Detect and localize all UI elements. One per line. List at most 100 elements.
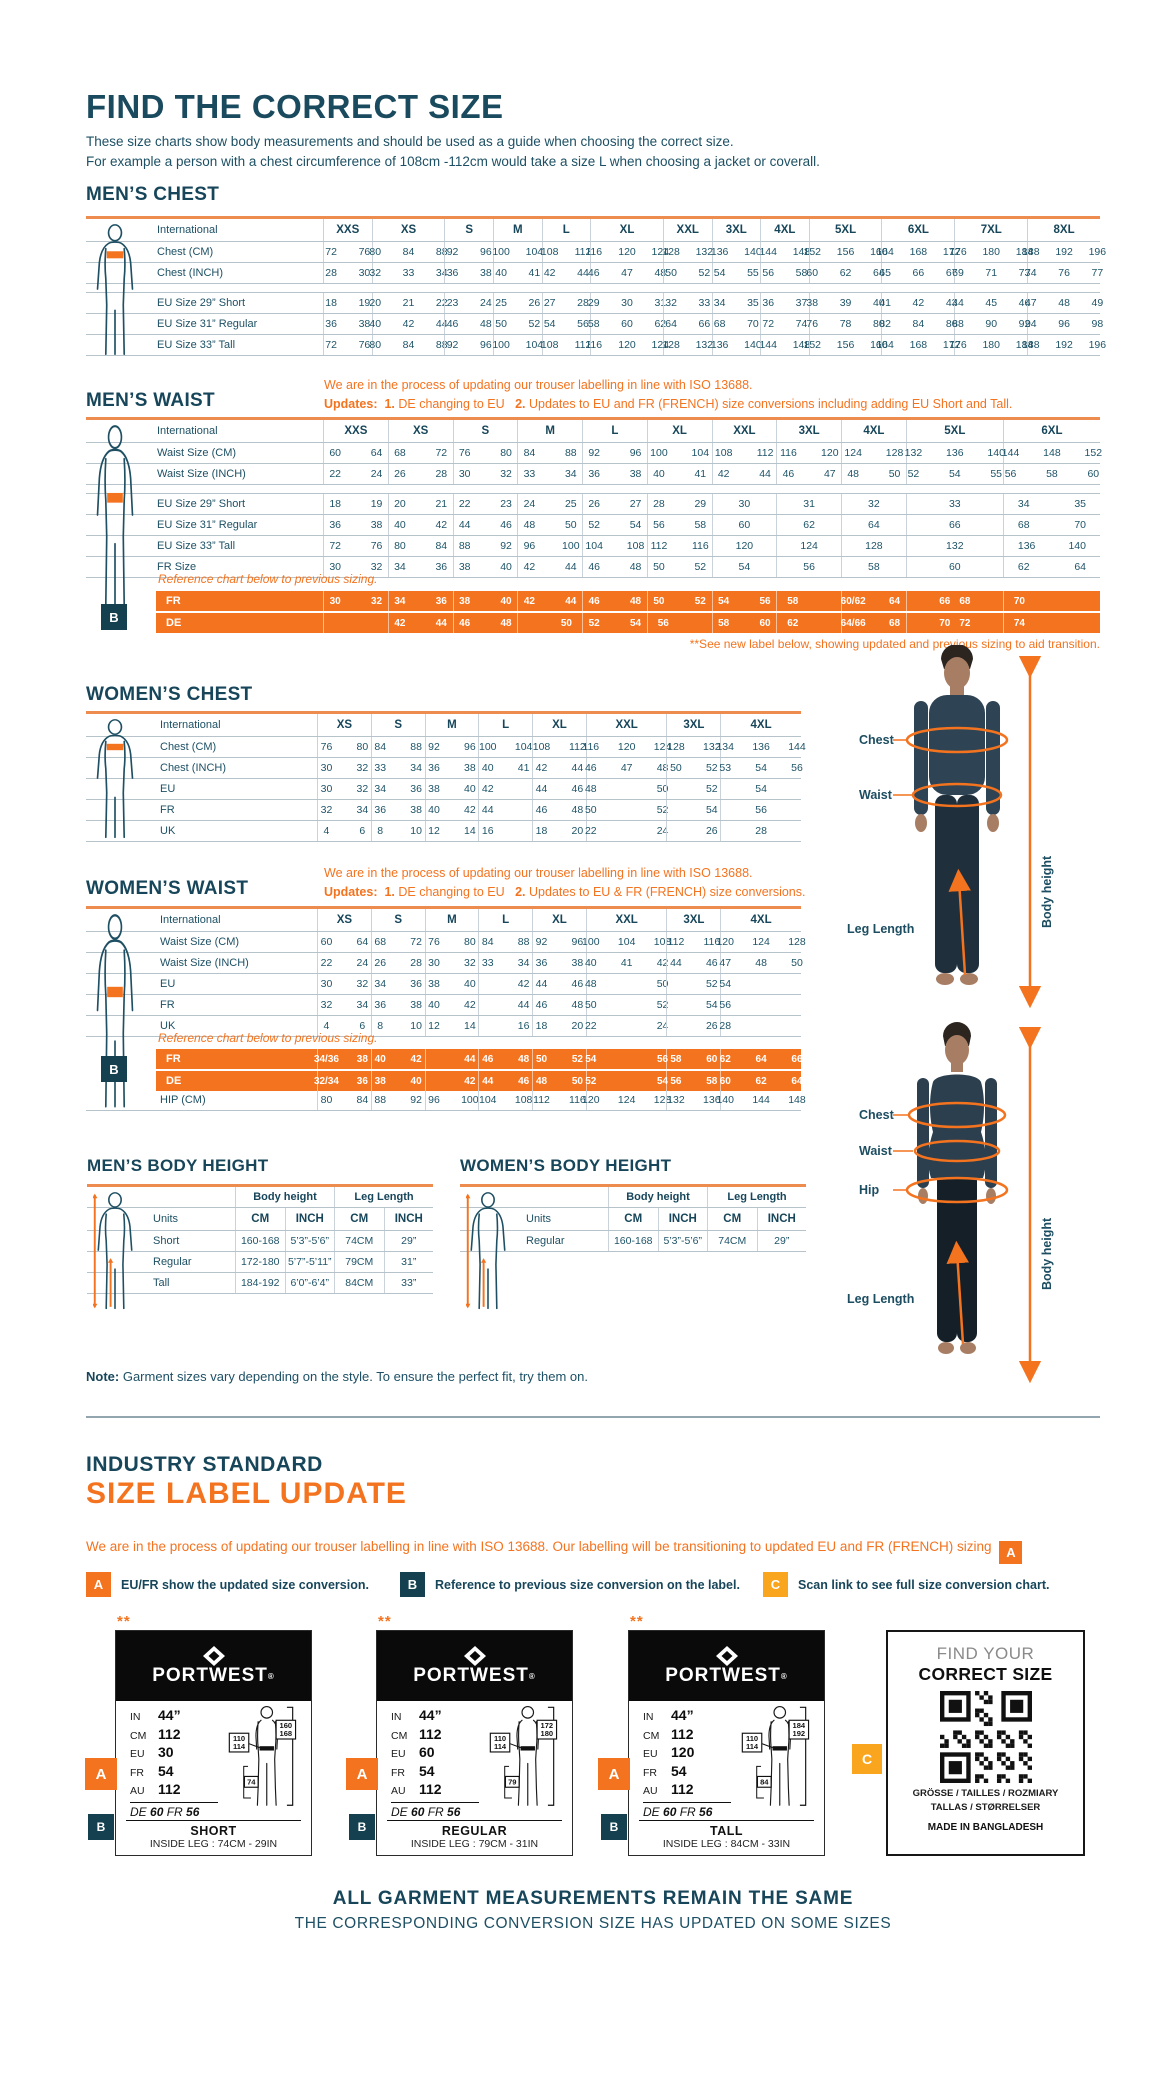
cell-value: 62	[803, 519, 815, 531]
cell-value: 34	[517, 957, 530, 969]
table-cell: 54 56	[585, 1049, 668, 1069]
cell-value: 62	[755, 1075, 767, 1087]
cell-value: 33	[402, 267, 415, 279]
cell-value: 66	[791, 1053, 803, 1065]
cell-value: 128	[865, 540, 883, 552]
cell-value: 23	[500, 498, 512, 510]
cell-value: 78	[839, 318, 852, 330]
table-cell: M	[517, 420, 582, 442]
table-cell: 60	[905, 557, 1003, 577]
cell-value: 33	[523, 468, 536, 480]
cell-value: 104	[525, 246, 544, 258]
table-cell: 176 180 184	[949, 242, 1033, 262]
cell-value: 5’7”-5’11”	[287, 1256, 332, 1268]
table-cell: 58 60 62	[588, 314, 666, 334]
table-cell: 70	[1002, 591, 1100, 611]
cell-value: 7XL	[980, 224, 1002, 236]
label-card-box: PORTWEST® IN 44” CM 112 EU 60 FR 54 AU 112 DE 60 FR…	[376, 1630, 573, 1856]
row-label: Waist Size (CM)	[160, 936, 240, 948]
cell-value: 50	[495, 318, 507, 330]
table-cell: 100 104	[492, 242, 543, 262]
cell-value: 120	[716, 936, 734, 948]
cell-value: 54	[718, 595, 730, 607]
cell-value: 112	[650, 540, 668, 552]
cell-value: 116	[780, 447, 797, 459]
table-cell: 38 40	[424, 974, 479, 994]
find-your-text: FIND YOUR	[936, 1644, 1035, 1663]
table-row: FR 34/36 38 40 42 44 46 48 50 52 54 56 58 60 62 64 66	[156, 1049, 803, 1071]
cell-value: 38	[428, 978, 440, 990]
table-cell: 30 32	[317, 779, 371, 799]
cell-value: 26	[528, 297, 541, 309]
cell-value: 100	[461, 1094, 479, 1106]
fit-name: TALL	[709, 1824, 743, 1838]
cell-value: 62	[787, 617, 799, 629]
cell-value: 100	[478, 741, 497, 753]
cell-value: 25	[564, 498, 577, 510]
row-label: Short	[153, 1235, 180, 1247]
table-cell: 36 38	[370, 995, 425, 1015]
table-cell: 3XL	[666, 714, 720, 736]
table-cell: 140 144 148	[716, 1090, 806, 1110]
cell-value: 26	[374, 957, 387, 969]
cell-value: 32	[500, 468, 512, 480]
cell-value: 30	[320, 978, 333, 990]
table-cell: 68 72	[370, 932, 425, 952]
cell-value: 20	[571, 825, 584, 837]
legend-item-c: C Scan link to see full size conversion …	[763, 1572, 1049, 1597]
row-label: Waist Size (INCH)	[157, 468, 246, 480]
table-cell: 34 36	[387, 591, 453, 611]
cell-value: 36	[428, 762, 440, 774]
size-measure-list: IN 44” CM 112 EU 120 FR 54 AU 112 DE 60 FR 56	[643, 1707, 731, 1819]
cell-value: 36	[435, 595, 447, 607]
table-cell: 26 27	[582, 494, 647, 514]
table-cell: 4XL	[760, 219, 809, 241]
cell-value: XXL	[615, 719, 638, 731]
cell-value: 64	[791, 1075, 803, 1087]
cell-value: 120	[618, 339, 636, 351]
cell-value: 48	[500, 617, 512, 629]
cell-value: 120	[618, 246, 636, 258]
cell-value: 38	[370, 519, 383, 531]
table-cell: CM	[707, 1208, 757, 1230]
female-leg-length-label: Leg Length	[847, 1292, 915, 1306]
cell-value: 30	[329, 595, 341, 607]
table-cell: 54 56	[541, 314, 591, 334]
cell-value: 84	[402, 339, 415, 351]
cell-value: 128	[662, 246, 680, 258]
table-cell: XL	[532, 714, 586, 736]
table-cell: 40 42	[424, 995, 479, 1015]
cell-value: 184	[1015, 339, 1034, 351]
table-cell: 27 28	[541, 293, 591, 313]
measure-row: IN 44”	[391, 1707, 442, 1723]
measure-row: EU 60	[391, 1744, 435, 1760]
cell-value: 3XL	[798, 425, 820, 437]
table-cell: 33 34	[478, 953, 532, 973]
table-cell: 108 112	[711, 443, 777, 463]
cell-value: 56	[656, 1053, 669, 1065]
cell-value: 38	[806, 297, 819, 309]
cell-value: 22	[584, 825, 597, 837]
cell-value: 42	[410, 1053, 422, 1065]
table-cell: 74CM	[707, 1231, 757, 1251]
cell-value: 38	[410, 804, 422, 816]
cell-value: 20	[571, 1020, 584, 1032]
cell-value: 40	[464, 978, 476, 990]
cell-value: 44	[435, 318, 448, 330]
table-cell: 18 20	[532, 1016, 586, 1036]
table-cell: S	[444, 219, 493, 241]
cell-value: 46	[588, 561, 601, 573]
cell-value: 144	[759, 246, 777, 258]
cell-value: 41	[517, 762, 530, 774]
cell-value: 134	[716, 741, 734, 753]
label-card-body: IN 44” CM 112 EU 120 FR 54 AU 112 DE 60 FR 56 110 11…	[629, 1701, 824, 1819]
table-row: Short 160-168 5’3”-5’6” 74CM 29”	[87, 1231, 433, 1252]
table-cell: 54 56	[711, 591, 777, 611]
cell-value: 4XL	[863, 425, 885, 437]
table-cell: 60 64	[323, 443, 388, 463]
cell-value: 3XL	[683, 719, 705, 731]
table-cell: 65 66 67	[879, 263, 958, 283]
table-cell: 52 54	[582, 515, 647, 535]
table-cell: 100 104	[478, 737, 532, 757]
